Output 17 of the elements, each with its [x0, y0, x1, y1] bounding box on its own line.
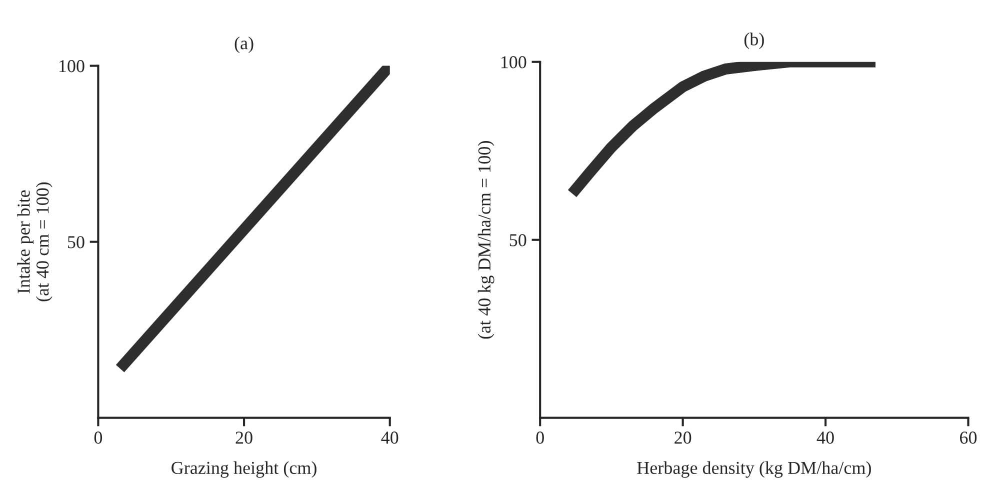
x-axis-title: Herbage density (kg DM/ha/cm): [637, 461, 871, 478]
x-tick-label: 60: [960, 432, 977, 444]
y-tick-label: 50: [510, 234, 526, 246]
y-axis-title: Intake per bite (at 40 cm = 100): [17, 182, 52, 302]
y-tick-label: 50: [68, 236, 84, 248]
chart-title: (b): [744, 32, 764, 50]
x-tick-label: 20: [236, 432, 252, 444]
x-tick-label: 0: [536, 432, 544, 444]
x-tick-label: 40: [816, 432, 834, 444]
y-tick-label: 100: [60, 60, 84, 72]
x-tick-label: 40: [381, 432, 398, 444]
x-axis-title: Grazing height (cm): [172, 461, 316, 478]
x-tick-label: 0: [94, 432, 102, 444]
y-axis-title: (at 40 kg DM/ha/cm = 100): [478, 141, 494, 339]
y-tick-label: 100: [501, 56, 526, 68]
x-tick-label: 20: [674, 432, 692, 444]
chart-title: (a): [234, 36, 254, 53]
